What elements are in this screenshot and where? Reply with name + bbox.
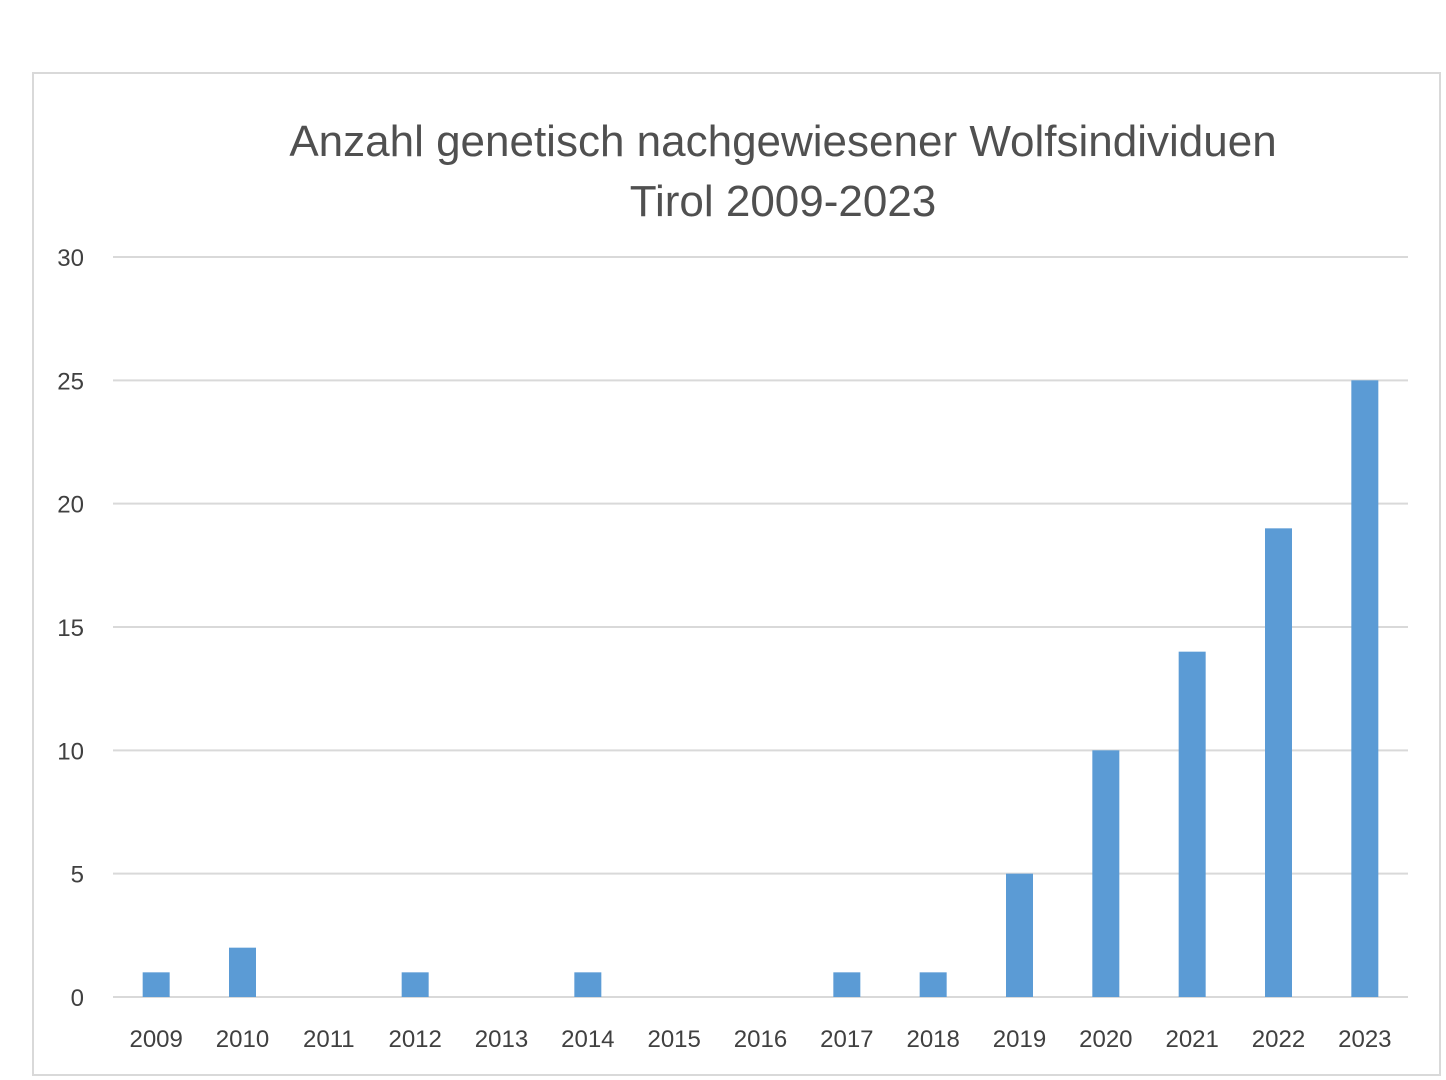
x-tick-label: 2011	[303, 1026, 355, 1053]
y-tick-label: 30	[57, 245, 84, 272]
bar	[1351, 380, 1379, 997]
x-tick-label: 2023	[1338, 1026, 1391, 1053]
y-tick-label: 5	[71, 862, 84, 889]
x-tick-label: 2015	[647, 1026, 700, 1053]
bar	[142, 972, 170, 997]
bar	[1006, 873, 1033, 997]
bar	[833, 972, 861, 997]
x-tick-label: 2013	[475, 1026, 528, 1053]
chart-title-block: Anzahl genetisch nachgewiesener Wolfsind…	[0, 112, 1446, 232]
bar	[401, 972, 429, 997]
x-tick-label: 2016	[734, 1026, 787, 1053]
x-tick-label: 2014	[561, 1026, 614, 1053]
chart-frame	[32, 72, 1441, 1076]
bars	[142, 380, 1379, 997]
x-tick-label: 2022	[1252, 1026, 1305, 1053]
y-tick-label: 20	[57, 492, 84, 519]
bar	[229, 947, 256, 997]
bar	[1265, 528, 1292, 997]
bar	[919, 972, 947, 997]
x-tick-label: 2017	[820, 1026, 873, 1053]
x-tick-label: 2009	[129, 1026, 182, 1053]
y-tick-label: 0	[71, 985, 84, 1012]
y-tick-label: 10	[57, 738, 84, 765]
x-axis-ticks: 2009 2010 2011 2012 2013 2014 2015 2016 2017 2018…	[129, 1026, 1391, 1053]
x-tick-label: 2019	[993, 1026, 1046, 1053]
x-tick-label: 2021	[1165, 1026, 1218, 1053]
bar	[574, 972, 602, 997]
y-tick-label: 25	[57, 368, 84, 395]
gridlines	[113, 256, 1408, 998]
chart-title: Anzahl genetisch nachgewiesener Wolfsind…	[289, 117, 1277, 166]
x-tick-label: 2020	[1079, 1026, 1132, 1053]
y-tick-label: 15	[57, 615, 84, 642]
bar	[1178, 651, 1206, 997]
chart-subtitle: Tirol 2009-2023	[629, 177, 937, 226]
y-axis-ticks: 0 5 10 15 20 25 30	[57, 245, 84, 1012]
x-tick-label: 2018	[906, 1026, 959, 1053]
x-tick-label: 2010	[216, 1026, 269, 1053]
bar	[1092, 750, 1120, 997]
x-tick-label: 2012	[388, 1026, 441, 1053]
